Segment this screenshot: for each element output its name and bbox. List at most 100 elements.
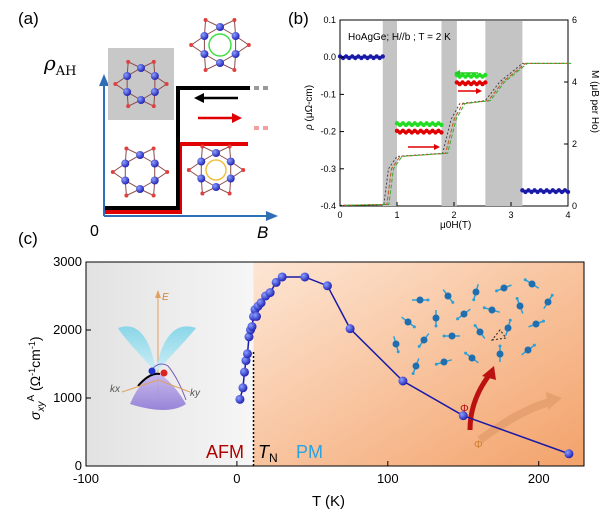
spin-arrowhead xyxy=(498,344,502,348)
ag-atom xyxy=(126,104,131,109)
panel-a-x-arrowhead xyxy=(266,211,278,221)
spin-arrowhead xyxy=(464,351,468,355)
kagome-star-top-left xyxy=(113,59,169,109)
ho-atom xyxy=(150,72,159,80)
ag-atom xyxy=(113,82,118,86)
spin-site xyxy=(500,284,508,292)
sigma-data-point xyxy=(345,324,355,334)
sigma-data-point xyxy=(238,383,248,393)
kagome-lattice-top-left xyxy=(108,48,174,120)
panel-b-y-left-label: ρ (μΩ-cm) xyxy=(304,85,315,131)
ag-atom xyxy=(126,59,131,64)
ag-atom xyxy=(151,193,156,198)
black-sweep-arrowhead xyxy=(194,93,204,103)
ky-label: ky xyxy=(190,388,201,399)
ho-atom xyxy=(123,88,132,96)
ho-atom xyxy=(197,174,206,183)
y-right-tick-label: 6 xyxy=(572,15,577,25)
ag-atom xyxy=(232,18,237,23)
spin-arrowhead xyxy=(515,297,519,301)
spin-site xyxy=(496,350,504,358)
ho-atom xyxy=(150,159,159,168)
x-tick-label: 0 xyxy=(337,210,342,220)
red-phase-label: Φ xyxy=(460,403,469,415)
sigma-data-point xyxy=(398,376,408,386)
ag-atom xyxy=(200,144,205,149)
panel-a: (a) ρAH 0 B xyxy=(18,9,278,242)
magnetization-curve xyxy=(339,62,568,206)
panel-a-label: (a) xyxy=(18,9,39,28)
ho-atom xyxy=(137,64,145,72)
shaded-transition-region xyxy=(485,21,523,206)
red-sweep-arrowhead xyxy=(434,144,440,150)
x-tick-label: 2 xyxy=(451,210,456,220)
panel-b-data xyxy=(337,54,573,206)
upper-dirac-cone xyxy=(118,326,196,372)
spin-site xyxy=(476,328,484,336)
berry-curvature-path xyxy=(137,372,161,387)
sigma-data-point xyxy=(265,288,275,298)
green-loop-icon xyxy=(208,33,232,57)
spin-arrowhead xyxy=(472,298,476,302)
ag-atom xyxy=(110,170,115,174)
ag-atom xyxy=(203,67,208,72)
ho-atom xyxy=(231,32,240,40)
spin-arrowhead xyxy=(532,343,536,347)
tn-label: TN xyxy=(258,442,278,465)
spin-site xyxy=(412,362,420,370)
spin-arrowhead xyxy=(396,350,400,354)
panel-c-data xyxy=(235,272,574,459)
red-sweep-arrowhead xyxy=(232,113,242,123)
panel-b-annotation: HoAgGe; H//b ; T = 2 K xyxy=(348,32,451,43)
ho-atom xyxy=(137,96,145,104)
afm-label: AFM xyxy=(206,442,244,462)
spin-lattice-inset xyxy=(392,278,554,375)
spin-site xyxy=(528,280,536,288)
panel-a-y-axis-label: ρAH xyxy=(43,51,77,79)
y-tick-label: 2000 xyxy=(53,322,82,337)
sigma-data-point xyxy=(322,281,332,291)
sigma-data-point xyxy=(458,411,468,421)
sigma-data-point xyxy=(564,449,574,459)
spin-site xyxy=(532,320,540,328)
spin-arrowhead xyxy=(426,298,430,302)
red-data-point xyxy=(439,130,444,135)
kx-axis xyxy=(121,379,159,393)
spin-arrowhead xyxy=(411,371,415,375)
panel-a-x-axis-label: B xyxy=(257,223,268,242)
x-tick-label: 4 xyxy=(565,210,570,220)
ho-atom xyxy=(197,157,206,166)
y-left-tick-label: -0.4 xyxy=(320,201,336,211)
spin-arrowhead xyxy=(434,324,438,328)
red-phase-arrow xyxy=(467,372,492,431)
green-sweep-arrowhead xyxy=(454,70,460,76)
ho-atom xyxy=(123,72,132,80)
spin-arrowhead xyxy=(434,362,438,366)
sigma-data-point xyxy=(271,277,281,287)
panel-b-y-right-label: M (μB per Ho) xyxy=(589,70,600,133)
orange-phase-label: Φ xyxy=(474,439,483,451)
ho-atom xyxy=(121,159,130,168)
kagome-star-bottom-left xyxy=(110,146,170,198)
ag-atom xyxy=(200,191,205,196)
spin-site xyxy=(488,306,496,314)
spin-arrowhead xyxy=(482,306,486,310)
x-tick-label: 1 xyxy=(394,210,399,220)
red-sweep-arrowhead-2 xyxy=(476,88,482,94)
y-right-tick-label: 4 xyxy=(572,77,577,87)
x-tick-label: 200 xyxy=(528,471,550,486)
sigma-data-point xyxy=(242,349,252,359)
ag-atom xyxy=(151,59,156,64)
spin-arrowhead xyxy=(417,344,421,348)
dirac-cone-inset: E kx ky xyxy=(110,290,201,410)
ag-atom xyxy=(227,144,232,149)
sigma-data-point xyxy=(277,272,287,282)
spin-arrowhead xyxy=(508,318,512,322)
lower-dirac-cone xyxy=(130,372,186,410)
spin-site xyxy=(416,296,424,304)
magnetization-curve-down xyxy=(344,62,573,206)
panel-c-y-label: σxyA (Ω-1cm-1) xyxy=(26,336,47,420)
y-tick-label: 0 xyxy=(75,458,82,473)
